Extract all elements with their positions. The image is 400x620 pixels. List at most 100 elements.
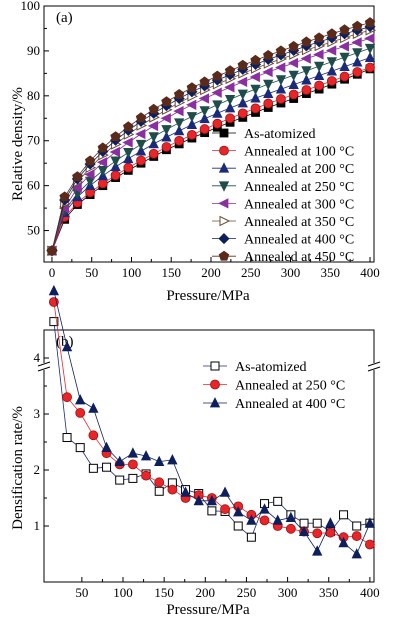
data-point: [249, 71, 260, 83]
data-point: [250, 103, 261, 114]
y-tick-label: 1: [34, 518, 41, 533]
y-tick-label: 70: [27, 133, 40, 148]
data-point: [109, 146, 120, 158]
legend-entry-label: Annealed at 400 °C: [244, 233, 354, 248]
data-point: [72, 171, 83, 182]
legend-marker: [209, 397, 221, 408]
data-point: [250, 54, 261, 65]
legend-entry-label: Annealed at 400 °C: [235, 397, 345, 412]
data-point: [263, 87, 274, 98]
data-point: [364, 43, 376, 55]
data-point: [212, 118, 223, 129]
data-point: [61, 340, 73, 352]
data-point: [62, 433, 72, 443]
data-point: [154, 486, 164, 496]
data-point: [233, 506, 244, 517]
data-point: [59, 191, 70, 202]
data-point: [301, 85, 312, 95]
data-point: [364, 17, 376, 28]
data-point: [110, 131, 121, 142]
data-point: [186, 118, 198, 129]
data-point: [313, 49, 324, 60]
data-point: [199, 76, 210, 87]
data-point: [110, 156, 121, 167]
plot-frame: [43, 329, 375, 583]
data-point: [167, 484, 178, 495]
data-point: [180, 486, 191, 497]
panel-a-y-axis-title: Relative density/%: [10, 87, 26, 201]
data-point: [97, 142, 109, 153]
data-point: [161, 142, 172, 152]
y-tick-label: 60: [27, 178, 40, 193]
y-tick-label: 100: [21, 0, 41, 13]
panel-b: (b) Pressure/MPa Densification rate/% 50…: [10, 284, 381, 618]
axis-break-gap: [368, 363, 380, 370]
data-point: [272, 514, 283, 525]
data-point: [224, 82, 235, 93]
data-point: [101, 441, 112, 453]
x-tick-label: 250: [237, 585, 257, 600]
data-point: [75, 443, 85, 453]
data-point: [135, 139, 147, 151]
data-point: [287, 57, 299, 69]
data-point: [102, 462, 112, 472]
legend-entry-label: Annealed at 100 °C: [244, 145, 354, 160]
data-point: [275, 75, 287, 86]
series-1: [47, 62, 375, 256]
data-point: [212, 70, 223, 81]
legend-entry-label: Annealed at 200 °C: [244, 162, 354, 177]
data-point: [199, 112, 210, 124]
data-point: [312, 528, 323, 539]
x-tick-label: 300: [281, 265, 301, 280]
series-7: [46, 17, 376, 256]
data-point: [313, 32, 325, 43]
data-point: [135, 145, 147, 156]
legend-marker: [219, 145, 229, 156]
data-point: [364, 51, 376, 63]
data-point: [219, 486, 231, 497]
data-point: [288, 89, 299, 100]
data-point: [313, 61, 325, 73]
data-point: [148, 132, 159, 143]
data-point: [206, 494, 218, 506]
data-point: [352, 56, 363, 67]
data-point: [237, 89, 248, 100]
panel-a-label: (a): [56, 10, 73, 26]
panel-b-y-axis-title: Densification rate/%: [10, 406, 26, 530]
legend-marker: [218, 162, 230, 173]
data-point: [123, 148, 134, 159]
x-tick-label: 400: [360, 265, 380, 280]
data-point: [160, 113, 171, 124]
x-tick-label: 0: [49, 265, 56, 280]
data-point: [352, 521, 362, 531]
y-tick-label: 2: [34, 462, 41, 477]
data-point: [312, 545, 323, 556]
data-point: [250, 84, 261, 95]
y-tick-label: 80: [27, 88, 40, 103]
data-point: [193, 494, 204, 506]
data-point: [246, 514, 257, 525]
data-point: [262, 66, 273, 78]
data-point: [123, 162, 134, 173]
data-point: [326, 76, 337, 86]
data-point: [148, 103, 159, 114]
data-point: [199, 124, 210, 134]
data-point: [127, 447, 139, 458]
y-tick-label: 90: [27, 43, 40, 58]
data-point: [352, 20, 363, 31]
data-point: [259, 503, 270, 514]
data-point: [285, 511, 297, 522]
legend-entry-label: Annealed at 450 °C: [244, 250, 354, 265]
data-point: [212, 107, 223, 118]
legend-marker: [210, 361, 220, 371]
data-point: [237, 108, 248, 119]
data-point: [263, 98, 274, 109]
data-point: [301, 74, 312, 85]
data-point: [339, 71, 350, 82]
data-point: [300, 53, 311, 64]
data-point: [127, 459, 138, 470]
data-point: [364, 517, 376, 528]
data-point: [154, 455, 165, 467]
data-point: [186, 82, 198, 93]
